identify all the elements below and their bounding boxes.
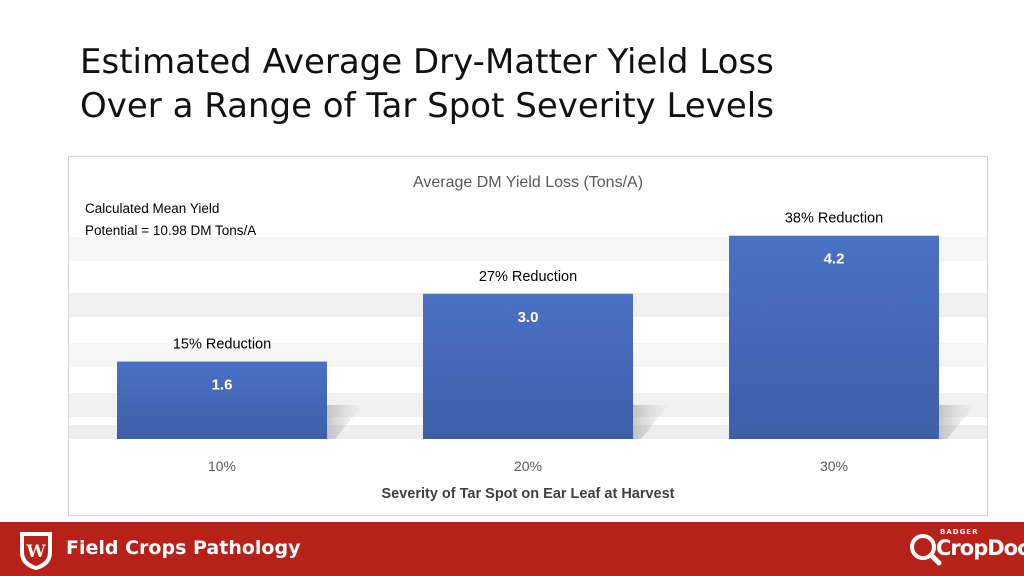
magnifier-icon — [910, 534, 942, 566]
bar-shadow — [633, 405, 669, 439]
bar-10pct — [117, 361, 327, 439]
chart-marks: 1.6 15% Reduction 10% 3.0 27% Reduction 20% 4.… — [117, 211, 975, 474]
slide-title-line-2: Over a Range of Tar Spot Severity Levels — [80, 86, 774, 126]
yield-note-line-2: Potential = 10.98 DM Tons/A — [85, 223, 256, 238]
yield-note-line-1: Calculated Mean Yield — [85, 201, 219, 216]
bar-shadow — [327, 405, 363, 439]
bar-chart: Average DM Yield Loss (Tons/A) Calculate… — [68, 156, 988, 516]
bar-value-label: 1.6 — [212, 377, 233, 394]
slide-title-line-1: Estimated Average Dry-Matter Yield Loss — [80, 42, 774, 82]
bar-20pct — [423, 293, 633, 439]
cropdoc-logo: BADGER CropDoc — [908, 526, 1024, 572]
footer-label: Field Crops Pathology — [66, 537, 301, 559]
bar-30pct — [729, 235, 939, 439]
footer-bar: W Field Crops Pathology BADGER CropDoc — [0, 522, 1024, 576]
slide-title: Estimated Average Dry-Matter Yield Loss … — [80, 40, 980, 128]
chart-title: Average DM Yield Loss (Tons/A) — [413, 174, 643, 191]
reduction-annotation: 27% Reduction — [479, 269, 577, 285]
chart-canvas: Average DM Yield Loss (Tons/A) Calculate… — [69, 174, 987, 502]
x-axis-label: Severity of Tar Spot on Ear Leaf at Harv… — [381, 486, 674, 502]
bar-value-label: 4.2 — [824, 251, 845, 268]
bar-value-label: 3.0 — [518, 309, 539, 326]
x-tick-label: 20% — [514, 458, 542, 474]
crest-letter: W — [25, 542, 46, 562]
reduction-annotation: 38% Reduction — [785, 211, 883, 227]
x-tick-label: 30% — [820, 458, 848, 474]
logo-wordmark: CropDoc — [936, 536, 1024, 560]
logo-badger-text: BADGER — [940, 528, 979, 536]
reduction-annotation: 15% Reduction — [173, 337, 271, 353]
bar-shadow — [939, 405, 975, 439]
x-tick-label: 10% — [208, 458, 236, 474]
university-crest-icon: W — [20, 532, 52, 570]
